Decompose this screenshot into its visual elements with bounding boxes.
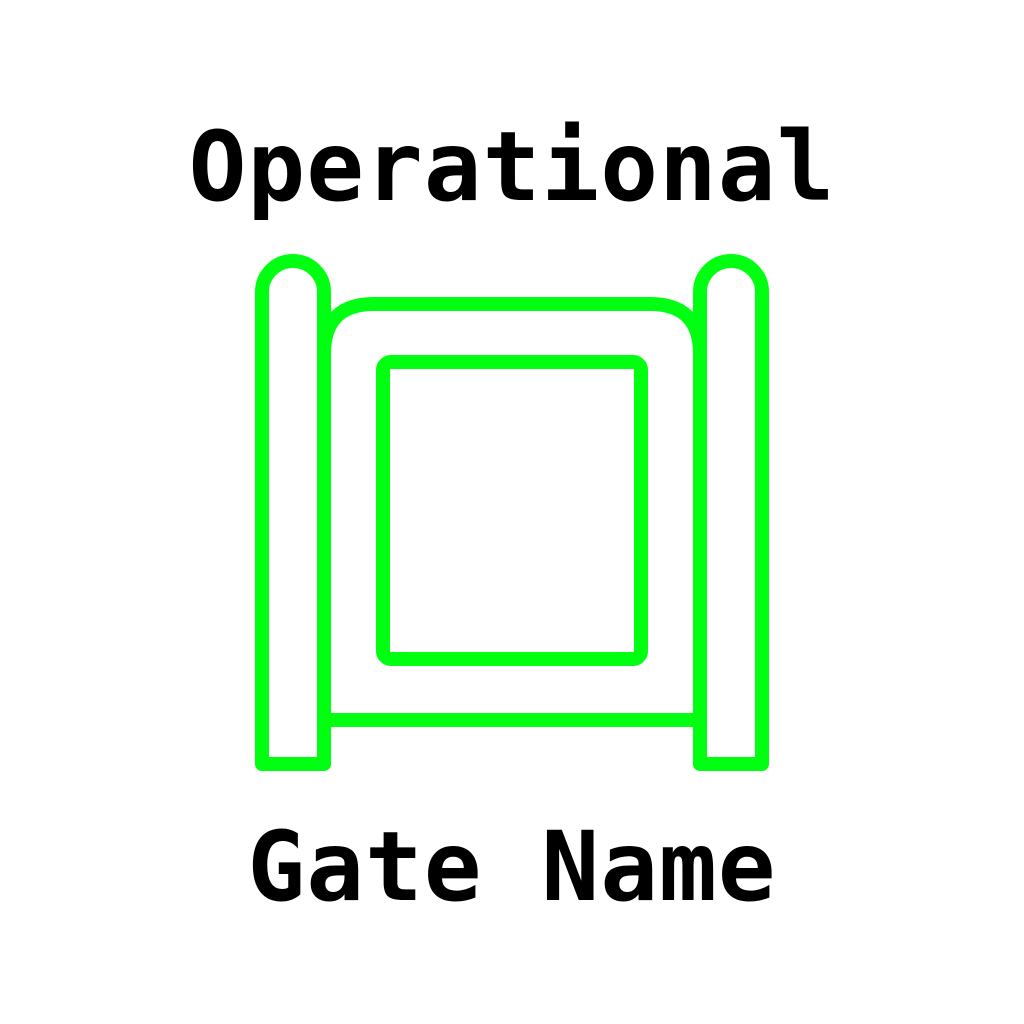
gate-panel (376, 355, 648, 666)
status-label: Operational (188, 111, 836, 223)
gate-icon (255, 254, 769, 771)
gate-name-label: Gate Name (247, 811, 777, 923)
gate-frame (317, 297, 707, 727)
gate-right-post (693, 254, 769, 771)
gate-left-post (255, 254, 331, 771)
gate-icon-strokes (255, 254, 769, 771)
